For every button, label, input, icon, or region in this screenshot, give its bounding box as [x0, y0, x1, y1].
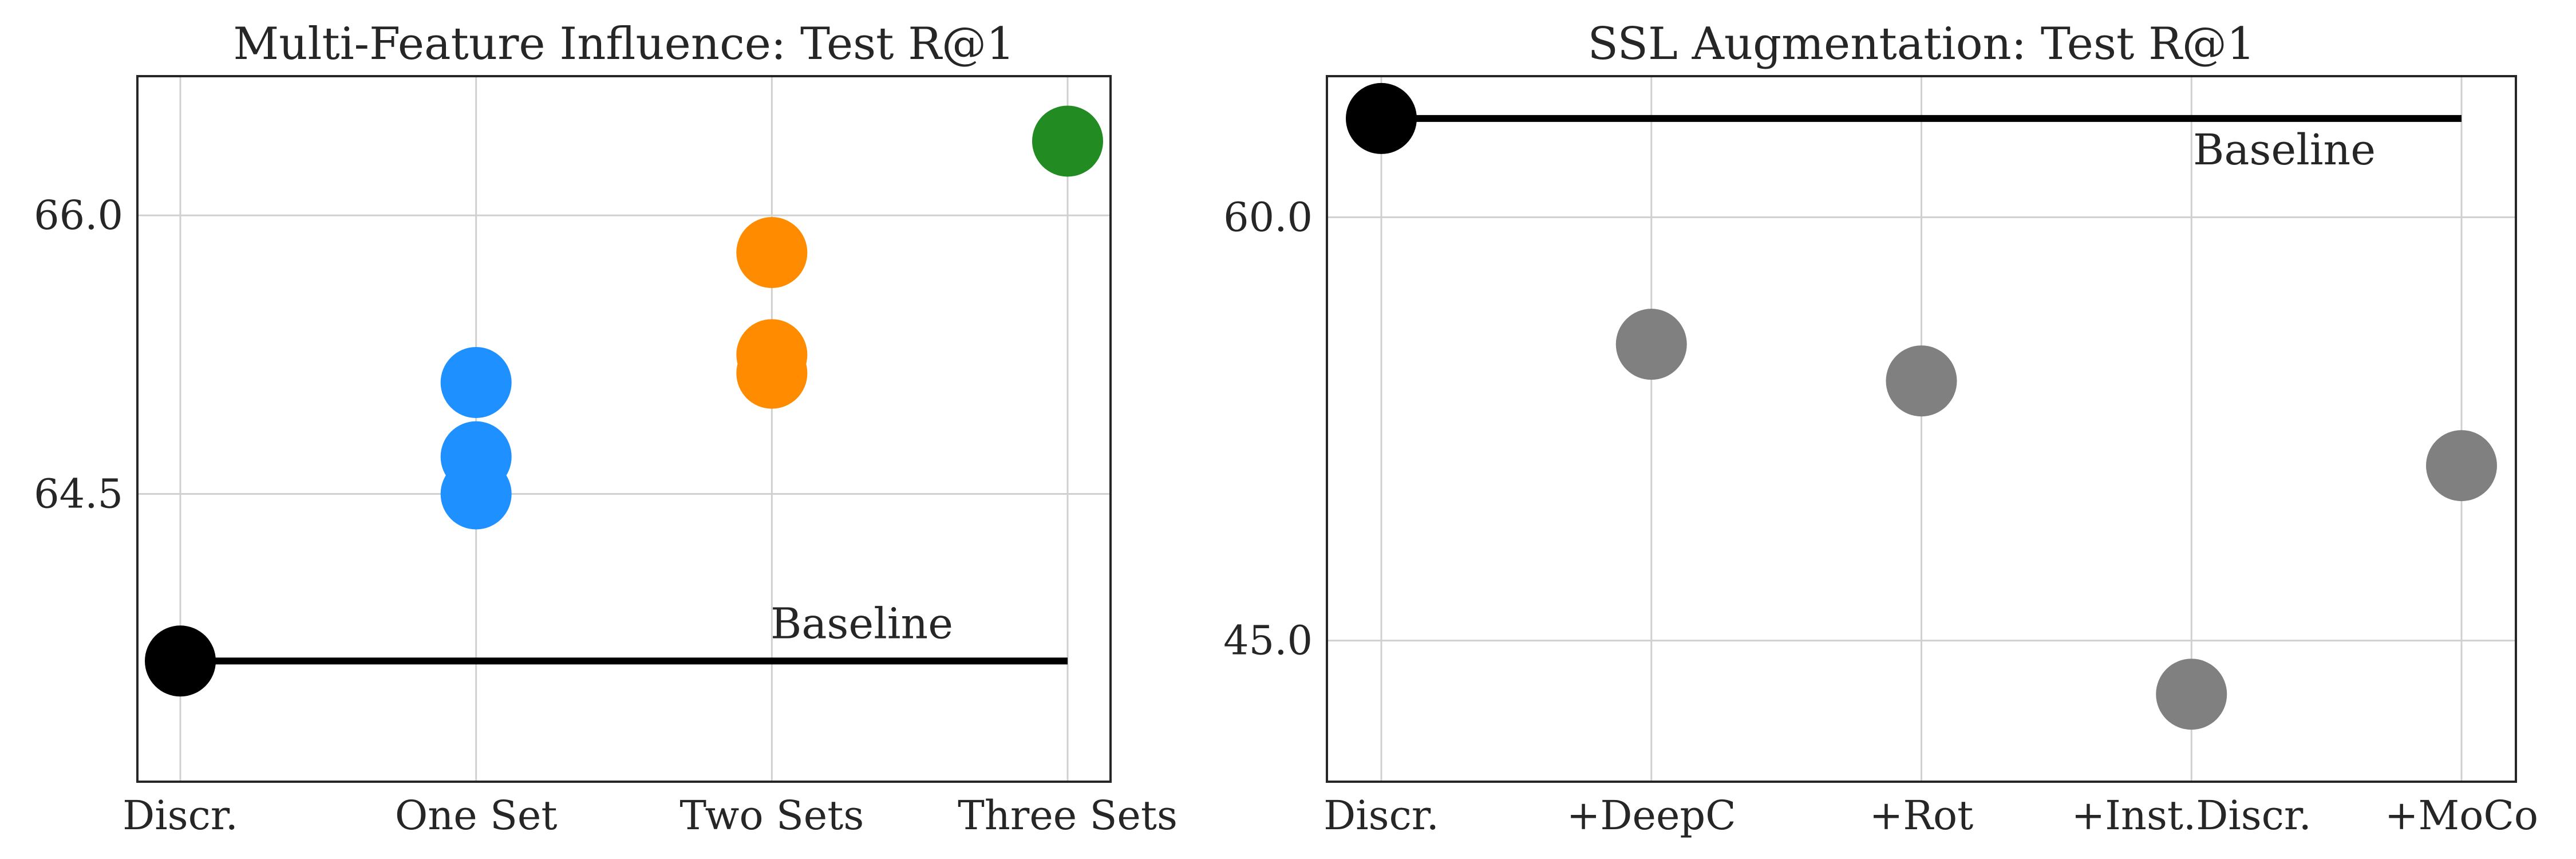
- y-tick-label: 45.0: [1223, 617, 1313, 664]
- chart-multi-feature-influence: Baseline Multi-Feature Influence: Test R@…: [34, 18, 1178, 839]
- data-point: [1615, 309, 1687, 380]
- x-tick-label: Three Sets: [958, 792, 1178, 839]
- x-tick-label: +MoCo: [2385, 792, 2538, 839]
- chart-title: SSL Augmentation: Test R@1: [1587, 18, 2255, 70]
- plot-frame: [1326, 75, 2517, 783]
- data-point: [2426, 430, 2497, 502]
- x-tick-label: +Rot: [1870, 792, 1974, 839]
- chart-title: Multi-Feature Influence: Test R@1: [233, 18, 1014, 70]
- x-tick-label: Two Sets: [679, 792, 864, 839]
- x-tick-label: +Inst.Discr.: [2072, 792, 2312, 839]
- data-point: [1032, 105, 1103, 177]
- baseline-label: Baseline: [771, 599, 953, 648]
- x-tick-label: Discr.: [1323, 792, 1439, 839]
- data-point: [440, 458, 512, 530]
- y-tick-label: 60.0: [1223, 194, 1313, 241]
- data-point: [1886, 345, 1957, 417]
- data-point: [736, 217, 808, 288]
- data-point: [145, 625, 216, 697]
- x-tick-label: Discr.: [123, 792, 238, 839]
- y-tick-label: 66.0: [34, 192, 123, 239]
- data-point: [440, 346, 512, 418]
- baseline-label: Baseline: [2193, 125, 2376, 175]
- x-tick-label: One Set: [395, 792, 558, 839]
- data-point: [736, 337, 808, 409]
- x-tick-label: +DeepC: [1567, 792, 1736, 839]
- data-point: [1346, 82, 1417, 154]
- plot-frame: [136, 75, 1112, 783]
- data-point: [2156, 659, 2227, 730]
- chart-ssl-augmentation: Baseline SSL Augmentation: Test R@1 45.0 60…: [1223, 18, 2538, 839]
- y-tick-label: 64.5: [34, 470, 123, 517]
